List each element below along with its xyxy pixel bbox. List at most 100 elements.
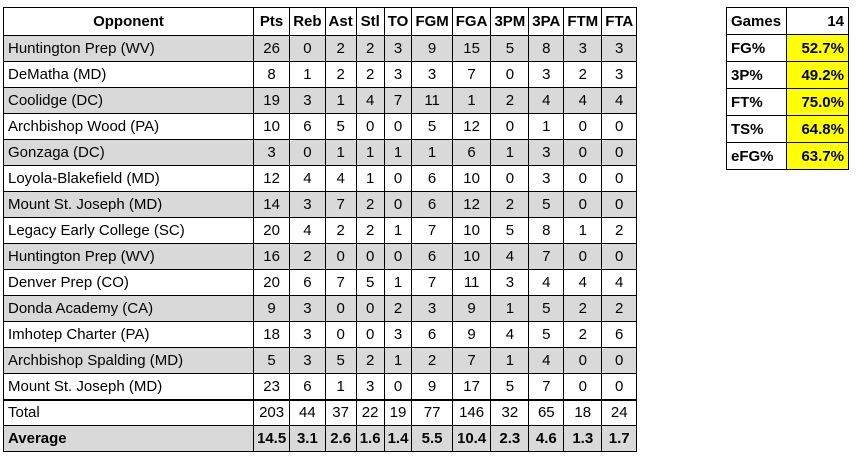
total-cell: 77 xyxy=(411,398,453,426)
stat-cell: 11 xyxy=(451,269,492,296)
average-cell: 14.5 xyxy=(252,425,291,452)
table-row: Archbishop Spalding (MD) 5 3 5 2 1 2 7 1 4 0 0 xyxy=(3,347,638,374)
stat-cell: 4 xyxy=(601,87,638,114)
stat-cell: 3 xyxy=(289,295,326,322)
stat-cell: 0 xyxy=(324,321,357,348)
stat-cell: 7 xyxy=(411,217,453,244)
stat-cell: 1 xyxy=(383,269,413,296)
stat-cell: 7 xyxy=(528,243,565,270)
stat-cell: 0 xyxy=(289,35,326,62)
stat-cell: 2 xyxy=(563,321,603,348)
stat-cell: 2 xyxy=(601,295,638,322)
opponent-cell: Denver Prep (CO) xyxy=(3,269,254,296)
stat-cell: 4 xyxy=(528,87,565,114)
stat-cell: 3 xyxy=(383,321,413,348)
stat-cell: 5 xyxy=(490,35,530,62)
total-row: Total 203 44 37 22 19 77 146 32 65 18 24 xyxy=(3,398,638,426)
column-header: 3PA xyxy=(528,7,565,36)
stat-cell: 20 xyxy=(252,269,291,296)
stat-cell: 3 xyxy=(601,35,638,62)
average-cell: 1.4 xyxy=(383,425,413,452)
stat-cell: 3 xyxy=(383,61,413,88)
stat-cell: 12 xyxy=(451,113,492,140)
stat-cell: 1 xyxy=(383,347,413,374)
average-cell: 5.5 xyxy=(411,425,453,452)
stat-cell: 6 xyxy=(601,321,638,348)
summary-label: TS% xyxy=(726,115,787,143)
stat-cell: 7 xyxy=(451,61,492,88)
stat-cell: 5 xyxy=(528,191,565,218)
stat-cell: 5 xyxy=(252,347,291,374)
stat-cell: 2 xyxy=(324,217,357,244)
average-cell: 2.3 xyxy=(490,425,530,452)
total-cell: 19 xyxy=(383,398,413,426)
stat-cell: 0 xyxy=(355,243,385,270)
stat-cell: 0 xyxy=(383,113,413,140)
stat-cell: 7 xyxy=(324,269,357,296)
stat-cell: 0 xyxy=(490,113,530,140)
stat-cell: 4 xyxy=(289,165,326,192)
average-cell: 1.3 xyxy=(563,425,603,452)
stat-cell: 1 xyxy=(411,139,453,166)
summary-value: 14 xyxy=(786,7,849,35)
stat-cell: 3 xyxy=(289,347,326,374)
column-header: Pts xyxy=(252,7,291,36)
stat-cell: 1 xyxy=(324,139,357,166)
stat-cell: 5 xyxy=(324,347,357,374)
total-cell: 44 xyxy=(289,398,326,426)
stat-cell: 9 xyxy=(252,295,291,322)
stat-cell: 1 xyxy=(324,373,357,400)
stat-cell: 9 xyxy=(451,295,492,322)
stat-cell: 3 xyxy=(601,61,638,88)
stat-cell: 9 xyxy=(451,321,492,348)
stat-cell: 12 xyxy=(252,165,291,192)
stat-cell: 3 xyxy=(411,61,453,88)
stat-cell: 2 xyxy=(411,347,453,374)
stat-cell: 2 xyxy=(563,295,603,322)
average-label: Average xyxy=(3,425,254,452)
stat-cell: 0 xyxy=(563,243,603,270)
summary-row: TS% 64.8% xyxy=(726,115,849,143)
column-header: FGA xyxy=(451,7,492,36)
summary-table: Games 14 FG% 52.7% 3P% 49.2% FT% 75.0% TS% 64.8% e… xyxy=(726,7,849,170)
stat-cell: 6 xyxy=(411,321,453,348)
stat-cell: 6 xyxy=(289,113,326,140)
stat-cell: 0 xyxy=(601,139,638,166)
stat-cell: 3 xyxy=(411,295,453,322)
stat-cell: 2 xyxy=(383,295,413,322)
stat-cell: 3 xyxy=(355,373,385,400)
table-row: Legacy Early College (SC) 20 4 2 2 1 7 10 5 8 1 2 xyxy=(3,217,638,244)
summary-value: 49.2% xyxy=(786,61,849,89)
summary-row: eFG% 63.7% xyxy=(726,142,849,170)
table-row: Mount St. Joseph (MD) 14 3 7 2 0 6 12 2 5 0 0 xyxy=(3,191,638,218)
stat-cell: 0 xyxy=(490,165,530,192)
stat-cell: 3 xyxy=(528,165,565,192)
stat-cell: 6 xyxy=(411,243,453,270)
stat-cell: 3 xyxy=(289,191,326,218)
stat-cell: 6 xyxy=(411,165,453,192)
stat-cell: 0 xyxy=(601,113,638,140)
stat-cell: 0 xyxy=(355,321,385,348)
table-row: Gonzaga (DC) 3 0 1 1 1 1 6 1 3 0 0 xyxy=(3,139,638,166)
opponent-cell: Donda Academy (CA) xyxy=(3,295,254,322)
table-row: Huntington Prep (WV) 16 2 0 0 0 6 10 4 7 0 0 xyxy=(3,243,638,270)
stat-cell: 1 xyxy=(383,139,413,166)
stat-cell: 0 xyxy=(563,139,603,166)
table-row: Coolidge (DC) 19 3 1 4 7 11 1 2 4 4 4 xyxy=(3,87,638,114)
summary-label: Games xyxy=(726,7,787,35)
stat-cell: 0 xyxy=(324,295,357,322)
table-row: Archbishop Wood (PA) 10 6 5 0 0 5 12 0 1 0 0 xyxy=(3,113,638,140)
stat-cell: 2 xyxy=(490,87,530,114)
stat-cell: 5 xyxy=(355,269,385,296)
stat-cell: 17 xyxy=(451,373,492,400)
stat-cell: 0 xyxy=(383,243,413,270)
column-header: FGM xyxy=(411,7,453,36)
total-cell: 146 xyxy=(451,398,492,426)
column-header: Reb xyxy=(289,7,326,36)
stat-cell: 4 xyxy=(289,217,326,244)
stat-cell: 0 xyxy=(563,113,603,140)
summary-label: FT% xyxy=(726,88,787,116)
stat-cell: 1 xyxy=(490,139,530,166)
stat-cell: 0 xyxy=(383,165,413,192)
column-header: 3PM xyxy=(490,7,530,36)
